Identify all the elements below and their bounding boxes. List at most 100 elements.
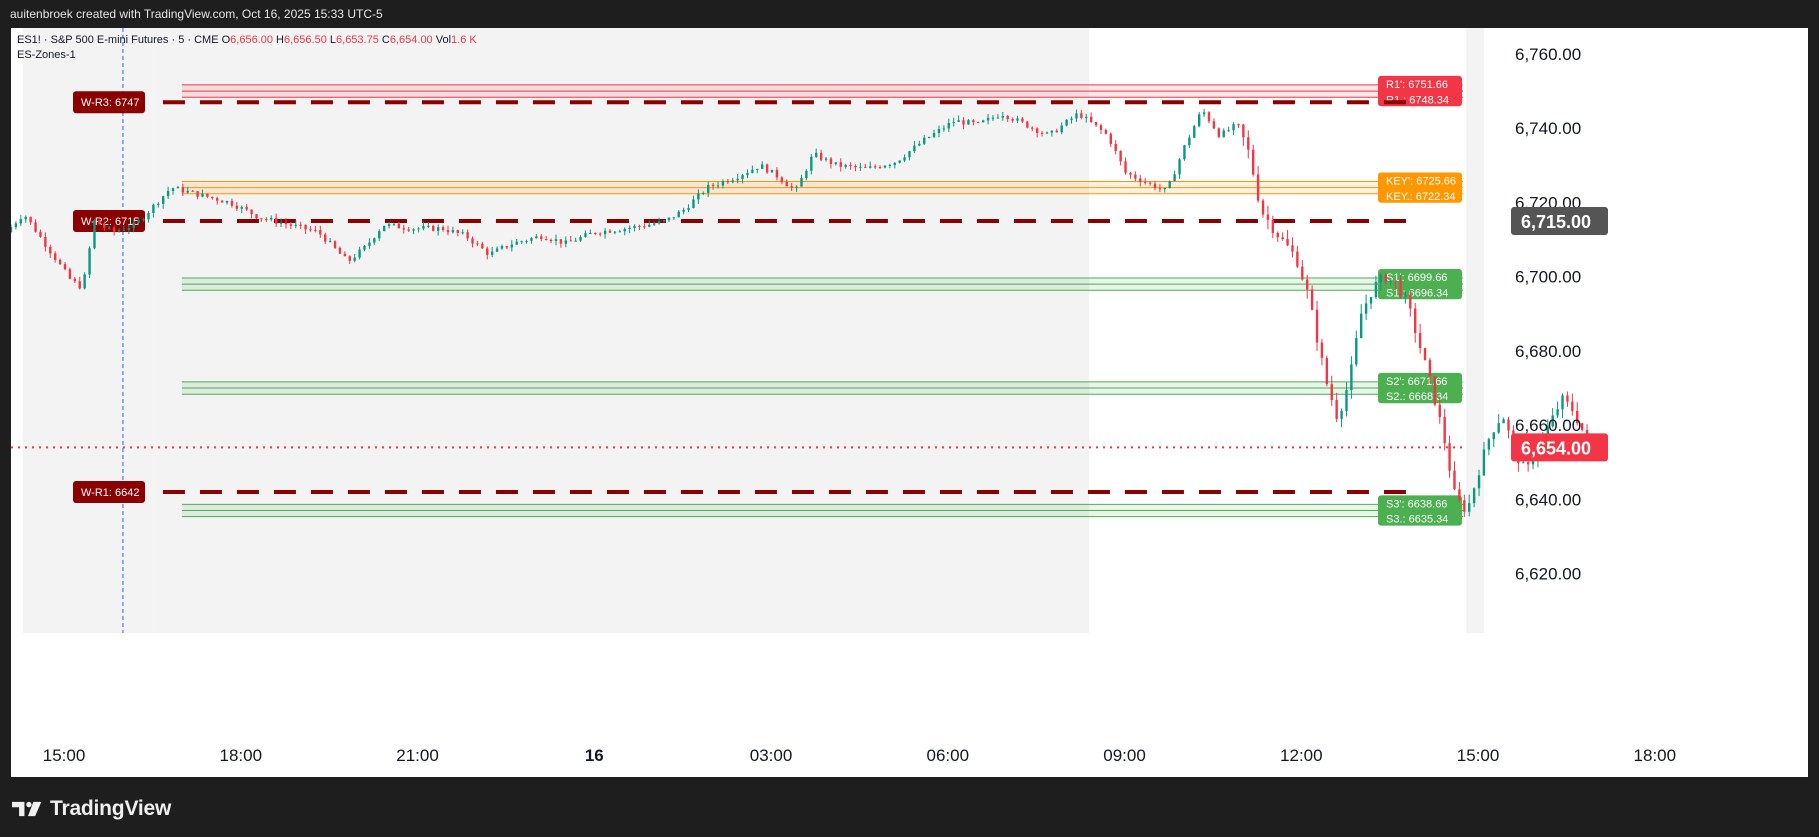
zone-key-bottom-label: KEY.: 6722.34 <box>1386 191 1456 203</box>
candle-body <box>476 243 479 245</box>
candle-body <box>1463 500 1466 512</box>
candle-body <box>112 227 116 232</box>
candle-body <box>569 240 572 242</box>
zone-key-badge <box>1378 172 1462 203</box>
candle-body <box>736 178 739 181</box>
candle-body <box>1276 232 1279 238</box>
candle-body <box>1212 121 1216 129</box>
candle-body <box>648 224 651 227</box>
tradingview-brand[interactable]: TradingView <box>12 797 171 821</box>
candle-body <box>721 181 725 186</box>
candle-body <box>78 281 81 289</box>
candle-body <box>554 239 558 242</box>
candle-body <box>294 224 297 226</box>
candle-body <box>520 241 523 243</box>
candle-body <box>603 230 607 235</box>
candle-body <box>1129 172 1132 175</box>
candle-body <box>147 212 150 220</box>
candle-body <box>643 226 646 228</box>
candle-body <box>220 200 224 203</box>
candle-body <box>918 143 921 146</box>
candle-body <box>191 190 194 192</box>
weekly-level-label-1: W-R2: 6715 <box>81 216 140 228</box>
candle-body <box>1016 118 1019 121</box>
candle-body <box>456 230 459 233</box>
candle-body <box>471 238 474 244</box>
candle-body <box>427 225 430 227</box>
candle-body <box>422 226 425 229</box>
candle-body <box>1222 130 1225 137</box>
candle-body <box>692 199 695 209</box>
candle-body <box>382 225 386 232</box>
candle-body <box>623 228 626 232</box>
candle-body <box>1031 127 1034 129</box>
candle-body <box>392 223 396 225</box>
candle-body <box>500 246 504 249</box>
candle-body <box>495 248 499 252</box>
candle-body <box>1320 342 1324 358</box>
candle-body <box>1256 174 1260 201</box>
candle-body <box>1237 124 1240 126</box>
candle-body <box>363 245 366 250</box>
candle-body <box>373 238 376 243</box>
candle-body <box>991 117 995 119</box>
candle-body <box>589 232 592 234</box>
candle-body <box>883 165 887 168</box>
candle-body <box>1011 119 1014 121</box>
candle-body <box>1094 121 1098 126</box>
candle-body <box>279 222 283 224</box>
x-tick-label: 18:00 <box>220 746 263 765</box>
candle-body <box>49 246 52 254</box>
candle-body <box>1099 125 1103 130</box>
candle-body <box>1247 137 1250 150</box>
candle-body <box>1340 410 1343 419</box>
candle-body <box>706 184 710 193</box>
x-tick-label: 15:00 <box>43 746 86 765</box>
legend-indicator-name[interactable]: ES-Zones-1 <box>17 49 76 61</box>
candle-body <box>770 169 774 173</box>
candle-body <box>598 233 602 235</box>
candle-body <box>829 158 833 164</box>
candle-body <box>981 120 985 123</box>
weekly-level-label-0: W-R3: 6747 <box>81 97 140 109</box>
candle-body <box>1330 384 1333 401</box>
y-tick-label: 6,760.00 <box>1515 45 1581 64</box>
candle-body <box>795 186 798 188</box>
candle-body <box>1423 348 1427 361</box>
candle-body <box>1477 475 1481 489</box>
candle-body <box>1109 133 1113 144</box>
candle-body <box>775 169 779 178</box>
candle-body <box>800 177 803 187</box>
candle-body <box>751 169 754 173</box>
candle-body <box>73 278 77 282</box>
candle-body <box>873 166 877 168</box>
candle-body <box>711 184 715 186</box>
candle-body <box>1325 357 1329 385</box>
candle-body <box>913 145 916 152</box>
candle-body <box>142 219 145 221</box>
candle-body <box>1080 113 1083 118</box>
x-tick-label: 21:00 <box>396 746 439 765</box>
candle-body <box>937 129 941 133</box>
candle-body <box>628 227 631 229</box>
candle-body <box>1409 295 1412 309</box>
candle-body <box>368 242 371 246</box>
legend-symbol[interactable]: ES1! · S&P 500 E-mini Futures · 5 · CME <box>17 34 219 46</box>
candle-body <box>864 166 867 168</box>
candle-body <box>333 241 337 248</box>
candle-body <box>284 222 288 225</box>
candle-body <box>117 230 121 232</box>
candle-body <box>353 257 356 261</box>
candle-body <box>1428 360 1432 377</box>
candle-body <box>869 166 872 168</box>
candle-body <box>1143 182 1147 184</box>
candle-body <box>387 224 391 226</box>
candle-body <box>579 236 582 241</box>
candle-body <box>196 191 199 197</box>
legend-indicator-row: ES-Zones-1 <box>17 48 477 63</box>
chart-area[interactable]: R1': 6751.66 R1.: 6748.34 KEY': 6725.66 KEY… <box>11 28 1808 777</box>
candle-body <box>328 241 332 243</box>
candle-body <box>574 240 577 242</box>
y-tick-label: 6,620.00 <box>1515 565 1581 584</box>
